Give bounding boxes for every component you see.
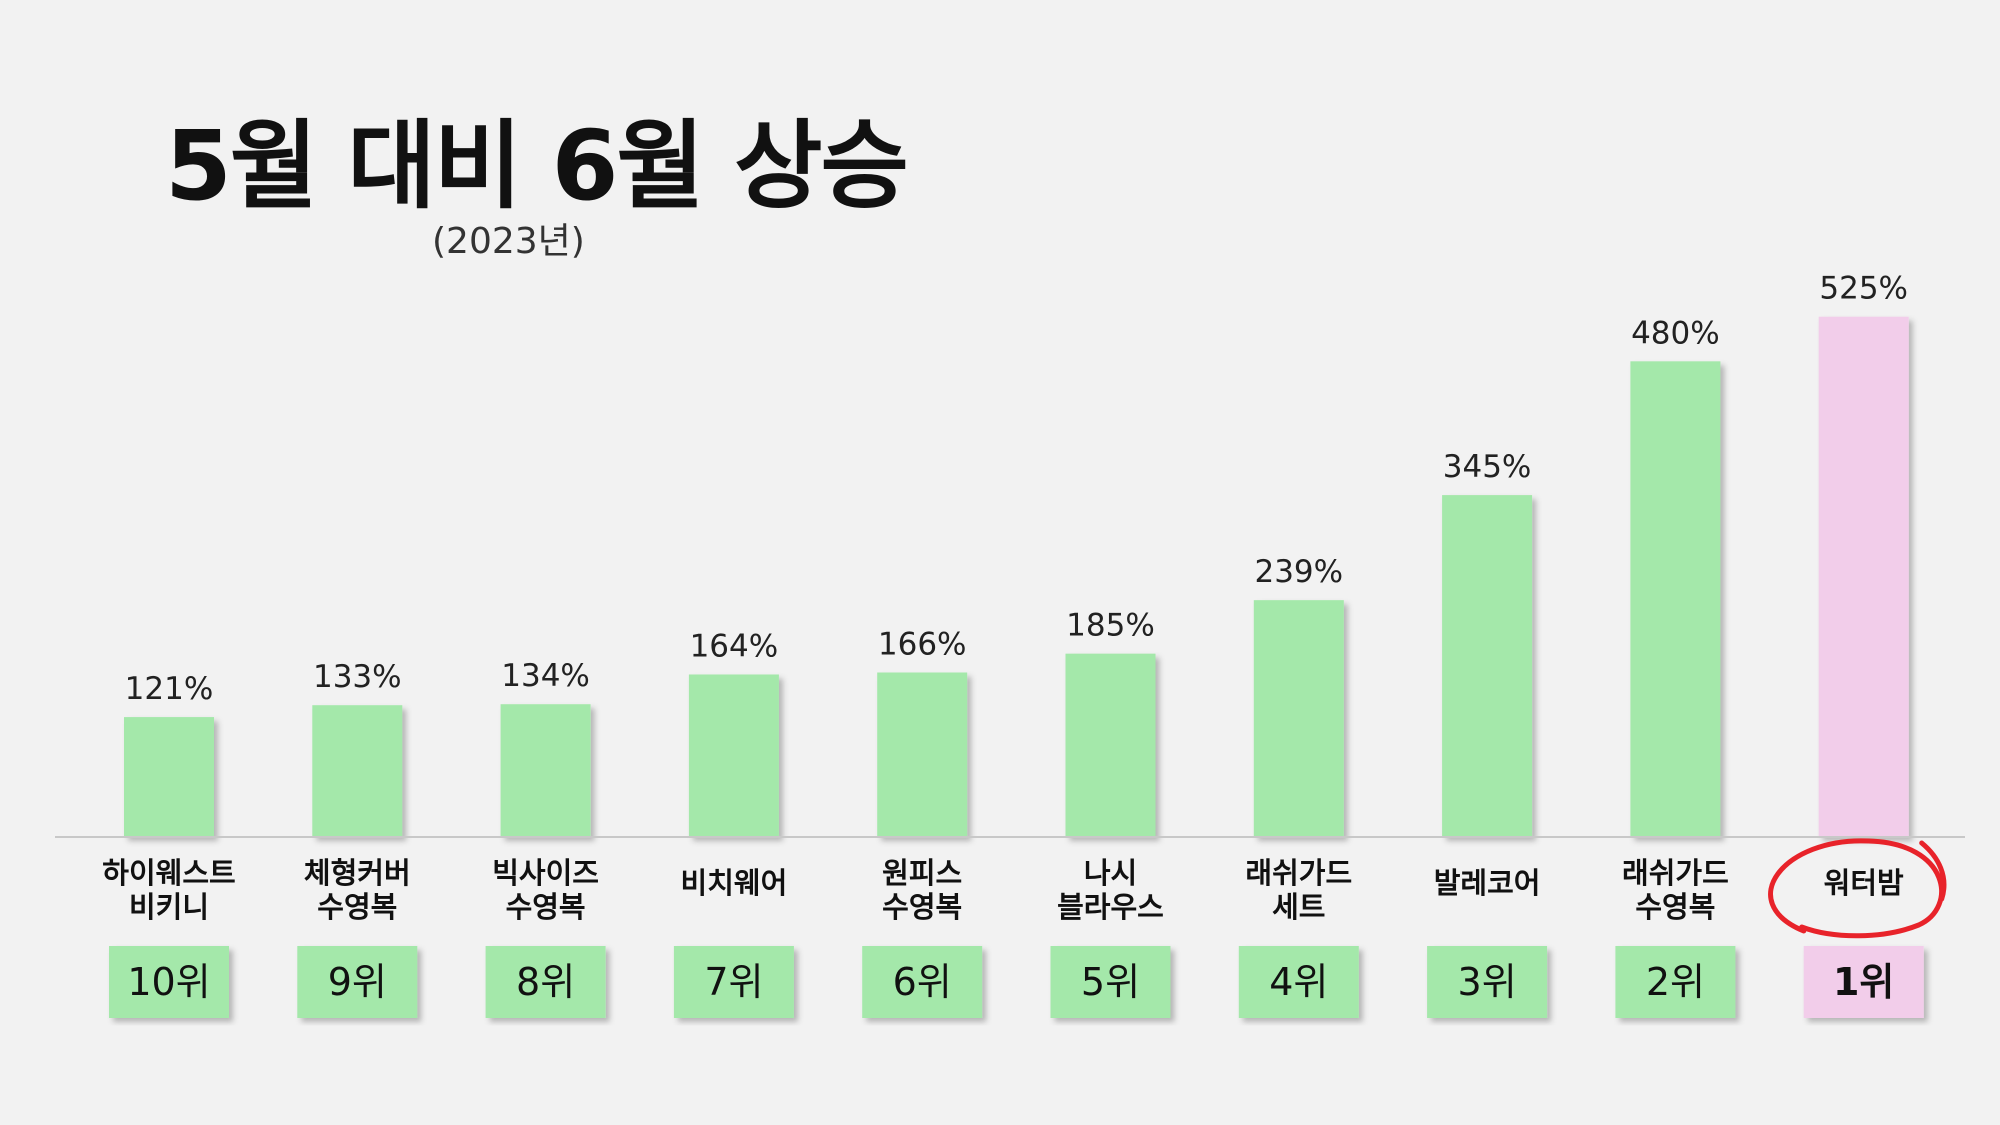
rank-label-9: 2위	[1646, 960, 1705, 1004]
rank-label-3: 8위	[516, 960, 575, 1004]
bar-8	[1442, 495, 1533, 837]
bar-10	[1818, 316, 1909, 838]
category-label: 발레코어	[1434, 866, 1541, 900]
bar-2	[312, 705, 403, 837]
category-label: 하이웨스트	[102, 856, 235, 890]
bar-5	[877, 672, 968, 837]
category-label: 수영복	[506, 890, 586, 924]
rank-label-2: 9위	[328, 960, 387, 1004]
rank-badge-10	[1803, 946, 1924, 1018]
bar-4	[688, 674, 779, 837]
chart-title: 5월 대비 6월 상승	[165, 110, 909, 222]
value-label-1: 121%	[125, 671, 214, 707]
bar-9	[1630, 361, 1721, 837]
value-label-7: 239%	[1254, 554, 1343, 590]
value-label-5: 166%	[878, 626, 967, 662]
rank-badge-5	[862, 946, 983, 1018]
rank-badge-4	[673, 946, 794, 1018]
value-label-8: 345%	[1443, 449, 1532, 485]
category-label: 블라우스	[1057, 890, 1164, 924]
rank-badge-1	[109, 946, 229, 1018]
bar-3	[500, 704, 591, 837]
category-label: 나시	[1084, 856, 1137, 890]
rank-badge-2	[297, 946, 418, 1018]
category-label: 수영복	[1635, 890, 1715, 924]
category-label: 빅사이즈	[492, 856, 599, 890]
category-label: 비키니	[129, 890, 209, 924]
rank-badge-9	[1615, 946, 1736, 1018]
rank-badge-3	[485, 946, 606, 1018]
value-label-6: 185%	[1066, 608, 1155, 644]
rank-label-8: 3위	[1458, 960, 1517, 1004]
rank-label-5: 6위	[893, 960, 952, 1004]
category-label: 수영복	[317, 890, 397, 924]
value-label-2: 133%	[313, 659, 402, 695]
bar-7	[1253, 600, 1344, 837]
value-label-10: 525%	[1819, 271, 1908, 307]
value-label-4: 164%	[690, 628, 779, 664]
rank-label-1: 10위	[127, 960, 210, 1004]
category-label: 체형커버	[304, 856, 411, 890]
rank-label-6: 5위	[1081, 960, 1140, 1004]
rank-label-7: 4위	[1269, 960, 1328, 1004]
value-label-3: 134%	[501, 658, 590, 694]
rank-label-4: 7위	[704, 960, 763, 1004]
category-label: 워터밤	[1824, 866, 1904, 900]
bar-1	[124, 717, 214, 837]
rank-badge-6	[1050, 946, 1171, 1018]
highlight-circle	[1768, 838, 1947, 939]
category-label: 래쉬가드	[1245, 856, 1352, 890]
rank-badge-7	[1238, 946, 1359, 1018]
chart-subtitle: (2023년)	[432, 221, 585, 262]
value-label-9: 480%	[1631, 315, 1720, 351]
category-label: 래쉬가드	[1622, 856, 1729, 890]
category-label: 원피스	[882, 856, 962, 890]
category-label: 세트	[1272, 890, 1325, 924]
rank-label-10: 1위	[1833, 960, 1894, 1004]
category-label: 수영복	[882, 890, 962, 924]
rank-badge-8	[1427, 946, 1548, 1018]
bar-6	[1065, 653, 1156, 837]
category-label: 비치웨어	[681, 866, 788, 900]
